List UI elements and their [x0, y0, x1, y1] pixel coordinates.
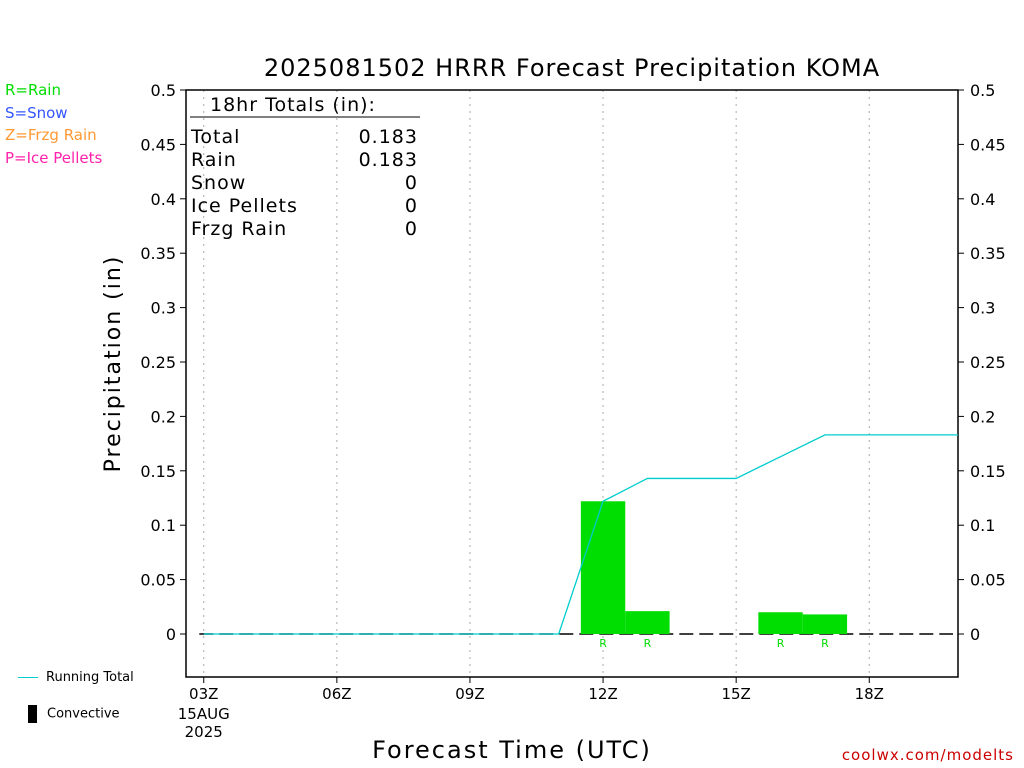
y-tick-label-left: 0.1: [151, 516, 176, 535]
x-tick-label: 03Z: [189, 685, 218, 703]
y-tick-label-left: 0.05: [140, 571, 176, 590]
y-tick-label-left: 0.5: [151, 81, 176, 100]
rain-bar: [802, 614, 848, 634]
y-tick-label-left: 0.2: [151, 407, 176, 426]
legend-ice-pellets-key: P=Ice Pellets: [5, 149, 103, 167]
x-tick-label: 09Z: [455, 685, 484, 703]
totals-row-value: 0.183: [359, 149, 418, 171]
legend-snow-key: S=Snow: [5, 104, 68, 122]
y-tick-label-left: 0.25: [140, 353, 176, 372]
totals-row-value: 0: [405, 195, 418, 217]
y-tick-label-right: 0.25: [970, 353, 1006, 372]
rain-bar-type-label: R: [821, 637, 829, 650]
x-tick-label: 06Z: [322, 685, 351, 703]
y-tick-label-left: 0: [166, 625, 176, 644]
watermark: coolwx.com/modelts: [841, 746, 1014, 764]
x-tick-sublabel: 2025: [185, 723, 223, 741]
totals-row-label: Rain: [191, 149, 237, 171]
legend-frzg-rain-key: Z=Frzg Rain: [5, 126, 97, 144]
y-tick-label-right: 0.45: [970, 135, 1006, 154]
totals-row-label: Total: [190, 126, 240, 148]
y-tick-label-right: 0.5: [970, 81, 995, 100]
running-total-label: Running Total: [46, 670, 134, 685]
rain-bar: [625, 611, 670, 634]
convective-label: Convective: [47, 706, 120, 722]
y-tick-label-right: 0.15: [970, 462, 1006, 481]
rain-bar: [580, 501, 626, 634]
plot-frame: [185, 89, 959, 678]
totals-row-label: Frzg Rain: [191, 218, 287, 240]
totals-heading: 18hr Totals (in):: [210, 94, 376, 116]
rain-bar-type-label: R: [644, 637, 652, 650]
rain-bar: [758, 612, 803, 634]
x-axis-label: Forecast Time (UTC): [372, 736, 652, 764]
rain-bar-type-label: R: [599, 637, 607, 650]
x-tick-sublabel: 15AUG: [178, 705, 230, 723]
totals-row-label: Ice Pellets: [191, 195, 298, 217]
y-tick-label-right: 0.2: [970, 407, 995, 426]
y-tick-label-right: 0.3: [970, 299, 995, 318]
y-tick-label-left: 0.4: [151, 190, 176, 209]
y-tick-label-right: 0.1: [970, 516, 995, 535]
totals-row-value: 0: [405, 218, 418, 240]
y-tick-label-left: 0.3: [151, 299, 176, 318]
y-tick-label-right: 0.05: [970, 571, 1006, 590]
chart-title: 2025081502 HRRR Forecast Precipitation K…: [264, 54, 880, 82]
totals-row-value: 0: [405, 172, 418, 194]
running-total-line: [203, 434, 958, 635]
y-tick-label-right: 0.4: [970, 190, 995, 209]
y-axis-label: Precipitation (in): [101, 255, 126, 473]
y-tick-label-left: 0.35: [140, 244, 176, 263]
running-total-swatch: [18, 677, 38, 678]
totals-row-value: 0.183: [359, 126, 418, 148]
convective-legend: Convective: [18, 705, 120, 723]
totals-row-label: Snow: [191, 172, 246, 194]
running-total-legend: Running Total: [18, 670, 134, 685]
x-tick-label: 15Z: [721, 685, 750, 703]
x-tick-label: 12Z: [588, 685, 617, 703]
convective-swatch: [28, 705, 37, 723]
legend-rain-key: R=Rain: [5, 81, 61, 99]
y-tick-label-left: 0.15: [140, 462, 176, 481]
y-tick-label-left: 0.45: [140, 135, 176, 154]
x-tick-label: 18Z: [855, 685, 884, 703]
y-tick-label-right: 0: [970, 625, 980, 644]
y-tick-label-right: 0.35: [970, 244, 1006, 263]
rain-bar-type-label: R: [777, 637, 785, 650]
